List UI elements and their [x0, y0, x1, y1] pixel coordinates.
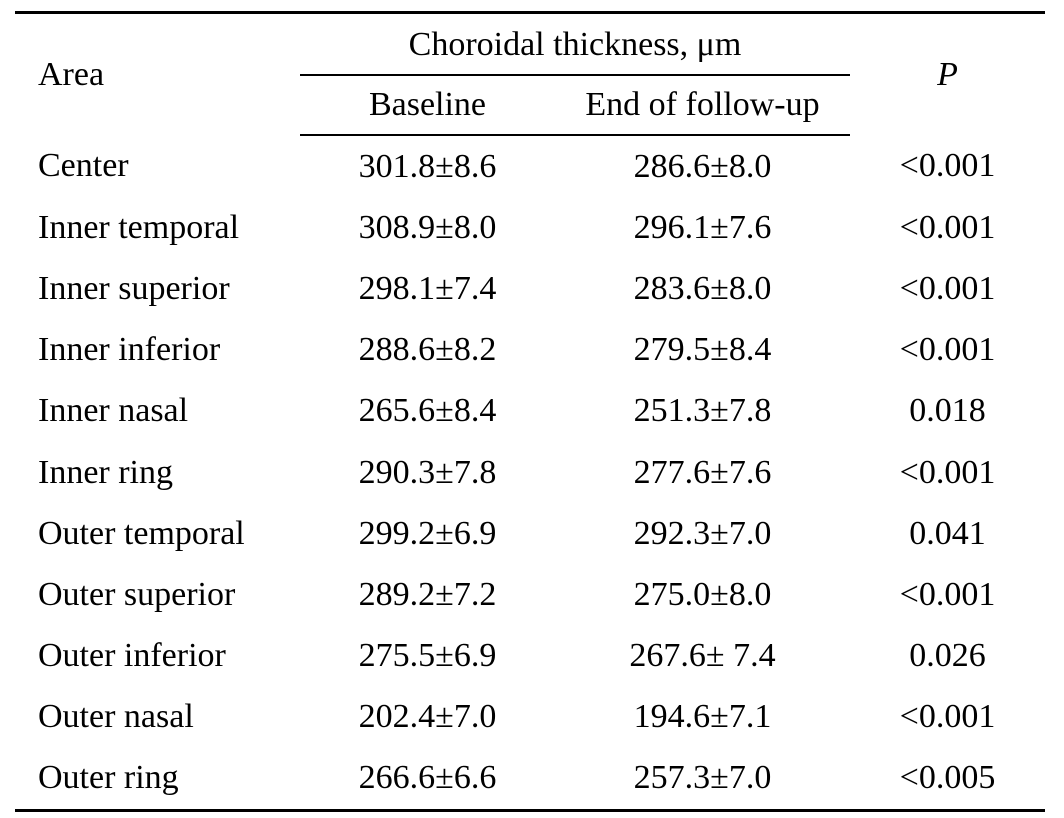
- baseline-cell: 265.6±8.4: [358, 392, 497, 430]
- end-of-follow-up-cell: 257.3±7.0: [555, 747, 850, 813]
- p-value-cell: 0.026: [909, 637, 986, 675]
- table-row: Inner temporal 308.9±8.0 296.1±7.6 <0.001: [15, 197, 1045, 258]
- baseline-cell: 288.6±8.2: [358, 331, 497, 369]
- header-row-top: Area Choroidal thickness, μm P: [15, 11, 1045, 135]
- baseline-cell: 290.3±7.8: [358, 453, 497, 491]
- baseline-cell: 299.2±6.9: [358, 514, 497, 552]
- area-cell: Outer inferior: [38, 637, 226, 675]
- table-header: Area Choroidal thickness, μm P Baseline …: [15, 11, 1045, 136]
- end-of-follow-up-cell: 194.6±7.1: [633, 698, 772, 736]
- choroidal-thickness-table-container: Area Choroidal thickness, μm P Baseline …: [15, 11, 1045, 813]
- end-of-follow-up-cell: 277.6±7.6: [633, 453, 772, 491]
- end-of-follow-up-cell: 275.0±8.0: [633, 575, 772, 613]
- p-value-cell: <0.001: [899, 269, 996, 307]
- area-cell: Outer superior: [38, 575, 236, 613]
- table-row: Outer temporal 299.2±6.9 292.3±7.0 0.041: [15, 503, 1045, 564]
- end-of-follow-up-cell: 267.6± 7.4: [629, 637, 776, 675]
- area-cell: Center: [38, 147, 129, 185]
- header-row-sub: Baseline End of follow-up: [15, 74, 1045, 136]
- table-row: Outer superior 289.2±7.2 275.0±8.0 <0.001: [15, 564, 1045, 625]
- area-cell: Outer ring: [15, 747, 300, 813]
- table-body: Center 301.8±8.6 286.6±8.0 <0.001 Inner temp…: [15, 135, 1045, 813]
- p-value-cell: <0.001: [899, 331, 996, 369]
- p-value-cell: <0.001: [899, 698, 996, 736]
- column-header-end-of-follow-up: End of follow-up: [555, 74, 850, 136]
- baseline-cell: 266.6±6.6: [300, 747, 555, 813]
- end-of-follow-up-cell: 283.6±8.0: [633, 269, 772, 307]
- p-value-cell: <0.001: [899, 147, 996, 185]
- p-value-cell: <0.005: [850, 747, 1045, 813]
- table-row: Inner superior 298.1±7.4 283.6±8.0 <0.001: [15, 258, 1045, 319]
- baseline-cell: 289.2±7.2: [358, 575, 497, 613]
- baseline-cell: 275.5±6.9: [358, 637, 497, 675]
- end-of-follow-up-cell: 292.3±7.0: [633, 514, 772, 552]
- baseline-cell: 301.8±8.6: [358, 147, 497, 185]
- column-header-p: P: [850, 11, 1045, 135]
- p-value-cell: <0.001: [899, 208, 996, 246]
- area-cell: Inner inferior: [38, 331, 221, 369]
- p-value-cell: <0.001: [899, 453, 996, 491]
- end-of-follow-up-cell: 286.6±8.0: [633, 147, 772, 185]
- column-header-baseline: Baseline: [300, 74, 555, 136]
- baseline-cell: 308.9±8.0: [358, 208, 497, 246]
- table-row: Center 301.8±8.6 286.6±8.0 <0.001: [15, 135, 1045, 197]
- baseline-cell: 298.1±7.4: [358, 269, 497, 307]
- table-row: Outer ring 266.6±6.6 257.3±7.0 <0.005: [15, 747, 1045, 813]
- area-cell: Inner temporal: [38, 208, 240, 246]
- group-header-label: Choroidal thickness, μm: [408, 26, 742, 63]
- table-row: Outer inferior 275.5±6.9 267.6± 7.4 0.026: [15, 626, 1045, 687]
- end-of-follow-up-cell: 279.5±8.4: [633, 331, 772, 369]
- table-row: Outer nasal 202.4±7.0 194.6±7.1 <0.001: [15, 687, 1045, 748]
- choroidal-thickness-table: Area Choroidal thickness, μm P Baseline …: [15, 11, 1045, 813]
- table-row: Inner nasal 265.6±8.4 251.3±7.8 0.018: [15, 381, 1045, 442]
- area-cell: Outer temporal: [38, 514, 245, 552]
- end-of-follow-up-cell: 251.3±7.8: [633, 392, 772, 430]
- area-cell: Inner nasal: [38, 392, 189, 430]
- column-group-header-choroidal-thickness: Choroidal thickness, μm: [300, 11, 850, 75]
- p-value-cell: 0.018: [909, 392, 986, 430]
- area-cell: Inner superior: [38, 269, 230, 307]
- end-of-follow-up-cell: 296.1±7.6: [633, 208, 772, 246]
- baseline-cell: 202.4±7.0: [358, 698, 497, 736]
- area-cell: Inner ring: [38, 453, 174, 491]
- p-value-cell: 0.041: [909, 514, 986, 552]
- table-row: Inner inferior 288.6±8.2 279.5±8.4 <0.001: [15, 320, 1045, 381]
- area-cell: Outer nasal: [38, 698, 194, 736]
- column-header-area: Area: [15, 11, 300, 135]
- table-row: Inner ring 290.3±7.8 277.6±7.6 <0.001: [15, 442, 1045, 503]
- p-value-cell: <0.001: [899, 575, 996, 613]
